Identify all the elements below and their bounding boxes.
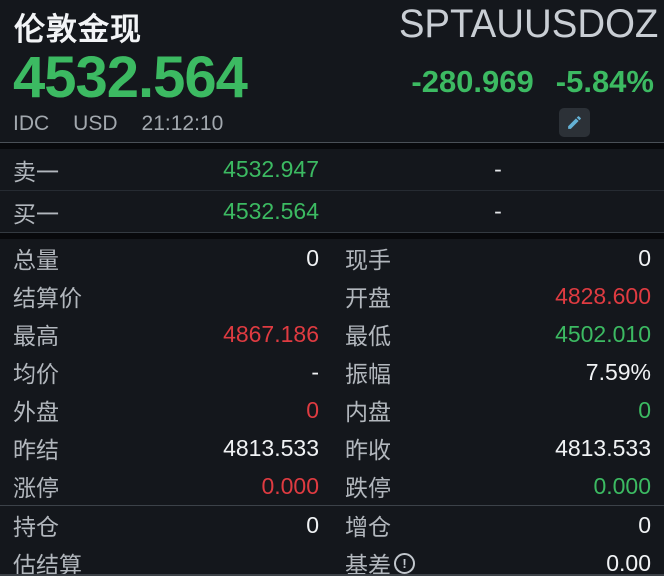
stat-label: 持仓 <box>13 514 59 540</box>
stat-label: 内盘 <box>345 399 391 425</box>
bid-volume: - <box>494 198 502 224</box>
stat-label: 结算价 <box>13 285 82 311</box>
stat-row-prev-settle-close: 昨结 4813.533 昨收 4813.533 <box>0 429 664 467</box>
stat-label: 总量 <box>13 247 59 273</box>
stat-value: 0.00 <box>606 549 651 576</box>
ask-price: 4532.947 <box>223 156 319 182</box>
price-change-group: -280.969 -5.84% <box>411 64 654 100</box>
instrument-symbol: SPTAUUSDOZ <box>398 2 658 46</box>
stat-row-high-low: 最高 4867.186 最低 4502.010 <box>0 315 664 353</box>
quote-meta-row: IDC USD 21:12:10 <box>0 106 664 142</box>
stat-label: 昨收 <box>345 437 391 463</box>
price-change-percent: -5.84% <box>555 64 654 99</box>
stat-label: 最低 <box>345 323 391 349</box>
stat-row-volume: 总量 0 现手 0 <box>0 239 664 277</box>
instrument-name: 伦敦金现 <box>14 12 142 47</box>
bid-label: 买一 <box>13 200 59 227</box>
stat-row-limit-up-down: 涨停 0.000 跌停 0.000 <box>0 467 664 505</box>
section-divider <box>0 232 664 239</box>
stat-value: 4813.533 <box>223 434 319 461</box>
bid-price: 4532.564 <box>223 198 319 224</box>
price-row: 4532.564 -280.969 -5.84% <box>0 45 664 110</box>
stat-value: 4502.010 <box>555 320 651 347</box>
ask-row: 卖一 4532.947 - <box>0 149 664 190</box>
stat-value: 0 <box>306 396 319 423</box>
stat-label: 开盘 <box>345 285 391 311</box>
stat-value: 4867.186 <box>223 320 319 347</box>
ask-volume: - <box>494 156 502 182</box>
stat-value: 0 <box>638 396 651 423</box>
bid-row: 买一 4532.564 - <box>0 191 664 232</box>
quote-header: 伦敦金现 SPTAUUSDOZ <box>0 0 664 50</box>
stat-row-outer-inner: 外盘 0 内盘 0 <box>0 391 664 429</box>
stat-row-est-settle-basis: 估结算 基差 ! 0.00 <box>0 544 664 576</box>
stat-value: 0 <box>638 244 651 271</box>
stat-value: 4828.600 <box>555 282 651 309</box>
stat-label: 跌停 <box>345 475 391 501</box>
stat-value: - <box>311 358 319 385</box>
pencil-icon <box>566 114 583 131</box>
stat-label: 增仓 <box>345 514 391 540</box>
stat-value: 7.59% <box>585 358 651 385</box>
stat-label: 均价 <box>13 361 59 387</box>
last-price: 4532.564 <box>13 45 248 110</box>
row-divider <box>0 190 664 191</box>
stat-label: 现手 <box>345 247 391 273</box>
quote-meta: IDC USD 21:12:10 <box>13 112 247 136</box>
stat-label: 振幅 <box>345 361 391 387</box>
stat-value: 4813.533 <box>555 434 651 461</box>
stat-row-position: 持仓 0 增仓 0 <box>0 506 664 544</box>
ask-label: 卖一 <box>13 158 59 185</box>
stat-label: 基差 ! <box>345 546 415 574</box>
currency: USD <box>73 112 118 135</box>
section-divider <box>0 142 664 149</box>
stat-value: 0.000 <box>261 472 319 499</box>
stat-label: 外盘 <box>13 399 59 425</box>
info-circle-icon[interactable]: ! <box>394 552 415 574</box>
stat-value: 0 <box>638 511 651 538</box>
data-source: IDC <box>13 112 50 135</box>
price-change: -280.969 <box>411 64 534 99</box>
stats-grid: 总量 0 现手 0 结算价 开盘 4828.600 最高 4867.186 <box>0 239 664 576</box>
stat-label: 涨停 <box>13 475 59 501</box>
stat-row-avg-amplitude: 均价 - 振幅 7.59% <box>0 353 664 391</box>
stat-label: 估结算 <box>13 552 82 576</box>
row-divider <box>0 505 664 506</box>
quote-time: 21:12:10 <box>141 112 224 135</box>
stat-value: 0 <box>306 511 319 538</box>
edit-button[interactable] <box>559 108 590 137</box>
stat-value: 0.000 <box>593 472 651 499</box>
stat-row-settle-open: 结算价 开盘 4828.600 <box>0 277 664 315</box>
stat-value: 0 <box>306 244 319 271</box>
stat-label: 昨结 <box>13 437 59 463</box>
stat-label: 最高 <box>13 323 59 349</box>
